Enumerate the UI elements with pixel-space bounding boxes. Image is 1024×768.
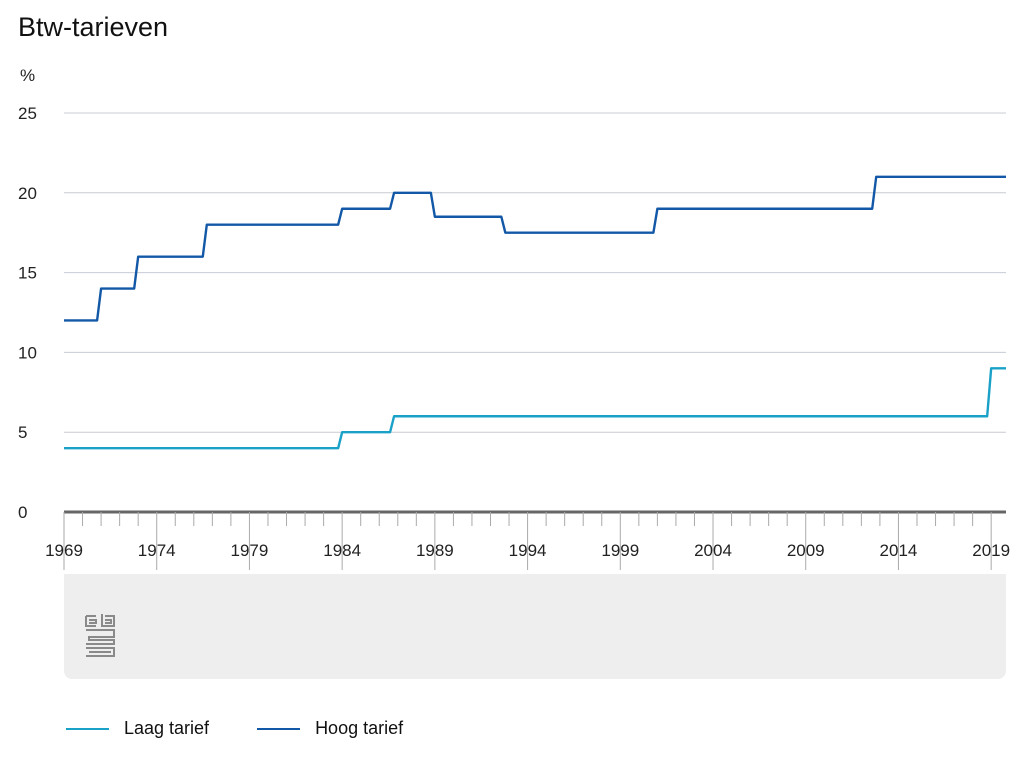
legend-label-hoog-tarief: Hoog tarief	[315, 718, 404, 738]
y-axis-label: %	[20, 66, 35, 85]
y-tick-label-15: 15	[18, 264, 37, 283]
legend-item-laag-tarief[interactable]: Laag tarief	[66, 718, 209, 739]
x-tick-label-2004: 2004	[694, 541, 732, 560]
x-tick-label-1999: 1999	[601, 541, 639, 560]
x-tick-label-2009: 2009	[787, 541, 825, 560]
cbs-logo-icon	[85, 614, 115, 657]
x-tick-label-1984: 1984	[323, 541, 361, 560]
x-tick-label-2019: 2019	[972, 541, 1010, 560]
legend-item-hoog-tarief[interactable]: Hoog tarief	[257, 718, 403, 739]
x-tick-label-1974: 1974	[138, 541, 176, 560]
footer-panel	[64, 574, 1006, 679]
series-line-0	[64, 367, 1006, 450]
legend-swatch-hoog-tarief	[257, 727, 301, 730]
x-tick-label-1969: 1969	[45, 541, 83, 560]
gridlines	[64, 112, 1006, 433]
x-tick-label-1994: 1994	[509, 541, 547, 560]
chart-title: Btw-tarieven	[18, 12, 169, 42]
legend: Laag tarief Hoog tarief	[66, 718, 451, 739]
y-tick-label-10: 10	[18, 343, 37, 362]
x-axis: 1969 1974 1979 1984 1989 1994 1999 2004 2009 2014…	[45, 510, 1010, 570]
legend-label-laag-tarief: Laag tarief	[124, 718, 210, 738]
x-tick-label-2014: 2014	[880, 541, 918, 560]
y-tick-label-25: 25	[18, 104, 37, 123]
y-tick-label-0: 0	[18, 503, 27, 522]
legend-swatch-laag-tarief	[66, 727, 109, 730]
series-lines	[64, 175, 1006, 450]
series-line-1	[64, 175, 1006, 322]
x-tick-label-1979: 1979	[231, 541, 269, 560]
y-tick-labels: 0 5 10 15 20 25	[18, 104, 37, 522]
y-tick-label-5: 5	[18, 423, 27, 442]
x-tick-label-1989: 1989	[416, 541, 454, 560]
line-chart: % 0 5 10 15 20 25 1969 1974 1979 1984 1989 1994 199…	[18, 66, 1010, 570]
y-tick-label-20: 20	[18, 184, 37, 203]
